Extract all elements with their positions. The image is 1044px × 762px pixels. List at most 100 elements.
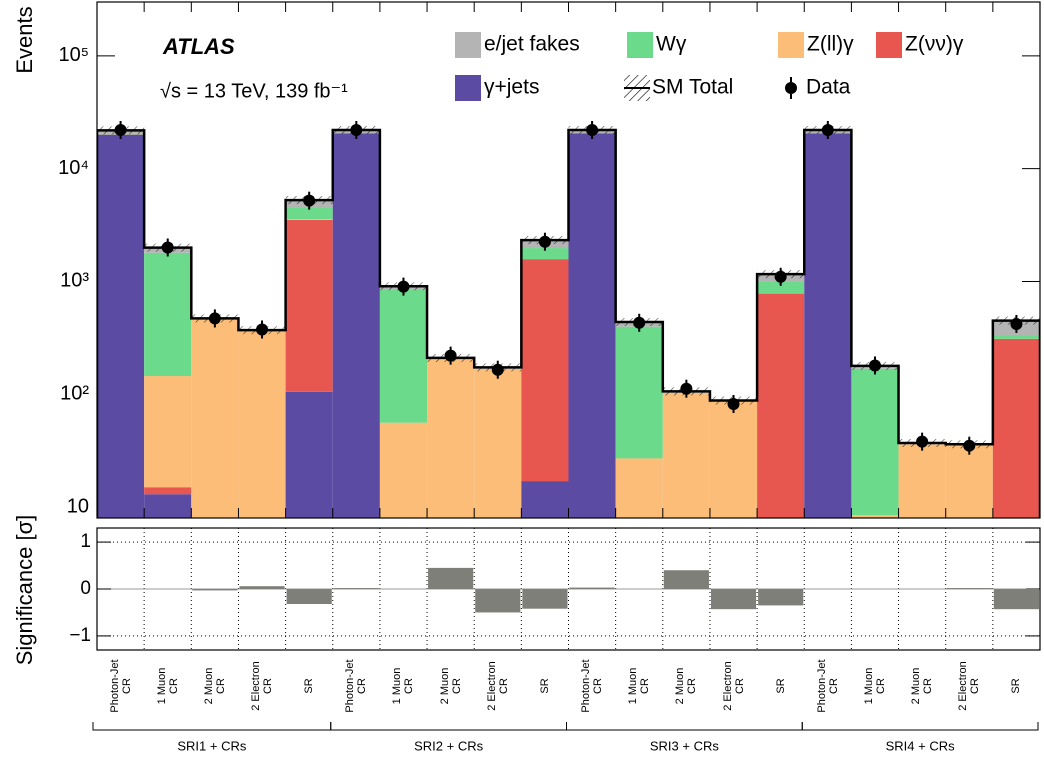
bar-segment [662, 392, 710, 518]
data-point [397, 280, 410, 293]
y-tick-label: 10⁴ [58, 157, 89, 179]
y-axis-title: Events [12, 6, 37, 73]
bar-segment [285, 207, 333, 220]
bar-segment [709, 401, 758, 518]
bar-segment [757, 293, 805, 518]
group-bracket [92, 722, 332, 731]
bar-segment [568, 133, 616, 518]
data-point [444, 349, 457, 362]
x-tick-label: 2 Electron CR [485, 661, 510, 711]
group-label: SRI1 + CRs [177, 738, 246, 753]
x-tick-label: 2 Muon CR [202, 667, 227, 705]
group-bracket [801, 722, 1039, 731]
y2-tick-label: 0 [80, 578, 91, 599]
bar-segment [285, 219, 333, 392]
y-tick-label: 10² [60, 383, 89, 405]
legend-swatch [455, 32, 481, 58]
bar-segment [285, 391, 333, 518]
significance-bar [569, 587, 615, 589]
bar-segment [427, 359, 475, 518]
bar-segment [992, 338, 1040, 518]
legend-label: e/jet fakes [484, 33, 580, 56]
significance-bar [663, 570, 709, 589]
legend-swatch [627, 32, 653, 58]
significance-bar [993, 589, 1039, 610]
bar-segment [851, 368, 899, 516]
bar-segment [332, 133, 380, 518]
significance-bar [946, 588, 992, 589]
significance-bar [428, 567, 474, 589]
data-point [586, 124, 599, 137]
legend-marker [785, 82, 797, 94]
bar-segment [379, 422, 428, 518]
data-point [538, 235, 551, 248]
data-point [208, 312, 221, 325]
significance-bar [710, 589, 757, 610]
x-tick-label: 2 Electron CR [250, 661, 275, 711]
bar-segment [144, 487, 192, 495]
data-point [161, 241, 174, 254]
legend-swatch [778, 32, 804, 58]
x-tick-label: 2 Electron CR [721, 661, 746, 711]
energy-label: √s = 13 TeV, 139 fb⁻¹ [160, 80, 348, 102]
bar-segment [144, 252, 192, 377]
data-point [821, 124, 834, 137]
y-tick-label: 10 [67, 495, 89, 517]
legend-swatch [876, 32, 902, 58]
data-point [303, 194, 316, 207]
data-point [491, 363, 504, 376]
data-point [963, 439, 976, 452]
x-tick-label: 1 Muon CR [862, 667, 887, 705]
significance-bar [333, 588, 379, 589]
y-tick-label: 10³ [60, 270, 89, 292]
group-bracket [566, 722, 803, 731]
legend-swatch [455, 75, 481, 101]
data-point [727, 397, 740, 410]
x-tick-label: 1 Muon CR [627, 667, 652, 705]
bar-segment [615, 458, 663, 518]
significance-bar [522, 589, 568, 609]
data-point [1010, 317, 1023, 330]
bar-segment [191, 319, 239, 518]
group-label: SRI3 + CRs [650, 738, 719, 753]
y2-tick-label: −1 [69, 625, 91, 646]
bar-segment [285, 219, 333, 220]
x-tick-label: SR [303, 678, 316, 694]
legend-label: Wγ [656, 33, 687, 56]
legend-label: Z(νν)γ [905, 33, 964, 56]
bar-segment [757, 281, 805, 294]
significance-bar [758, 589, 804, 606]
significance-bar [475, 589, 521, 613]
lower-frame [96, 527, 1041, 651]
data-point [774, 270, 787, 283]
x-tick-label: 2 Muon CR [674, 667, 699, 705]
group-label: SRI4 + CRs [886, 738, 955, 753]
bar-segment [851, 515, 899, 518]
experiment-label: ATLAS [162, 34, 235, 59]
significance-bar [239, 586, 285, 589]
bar-segment [144, 494, 192, 518]
legend-label: Data [806, 76, 851, 99]
data-point [350, 124, 363, 137]
bar-segment [898, 444, 946, 518]
sm-total-line [97, 128, 1040, 518]
data-point [916, 435, 929, 448]
group-label: SRI2 + CRs [414, 738, 483, 753]
x-tick-label: SR [538, 678, 551, 694]
bar-segment [238, 331, 286, 518]
x-tick-label: Photon-Jet CR [344, 659, 369, 713]
legend-label: Z(ll)γ [807, 33, 854, 56]
x-tick-label: 1 Muon CR [155, 667, 180, 705]
data-point [680, 382, 693, 395]
data-point [868, 359, 881, 372]
bar-segment [379, 289, 428, 423]
bar-segment [521, 259, 569, 482]
bar-segment [474, 368, 522, 518]
legend-label: γ+jets [484, 76, 539, 99]
bar-segment [804, 133, 852, 518]
significance-bar [192, 589, 238, 591]
bar-segment [945, 445, 993, 518]
legend-label: SM Total [652, 76, 733, 99]
significance-bar [286, 589, 332, 605]
